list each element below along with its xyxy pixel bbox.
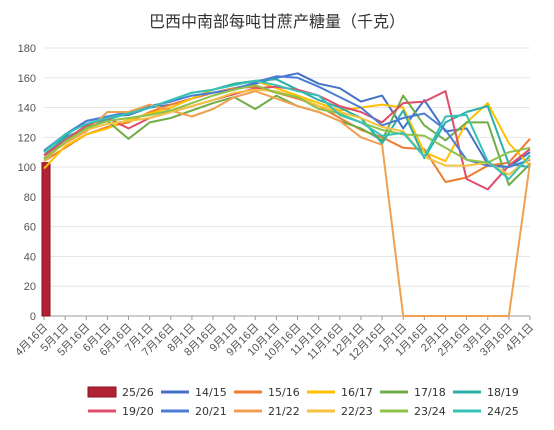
- y-tick-label: 0: [30, 311, 36, 323]
- y-tick-label: 180: [18, 43, 36, 55]
- legend-label: 19/20: [122, 405, 154, 418]
- legend-label: 16/17: [341, 386, 373, 399]
- legend-label: 21/22: [268, 405, 300, 418]
- y-tick-label: 80: [24, 192, 36, 204]
- y-tick-label: 120: [18, 132, 36, 144]
- series-line-17-18: [43, 94, 531, 186]
- series-line-21-22: [43, 90, 531, 317]
- legend-label: 17/18: [414, 386, 446, 399]
- legend-label: 25/26: [122, 386, 154, 399]
- y-tick-label: 100: [18, 162, 36, 174]
- series-line-24-25: [43, 79, 531, 180]
- legend-label: 24/25: [487, 405, 519, 418]
- y-tick-label: 60: [24, 222, 36, 234]
- legend-label: 15/16: [268, 386, 300, 399]
- chart-title: 巴西中南部每吨甘蔗产糖量（千克）: [148, 12, 405, 31]
- legend-label: 18/19: [487, 386, 519, 399]
- y-tick-label: 140: [18, 103, 36, 115]
- bar-25-26: [41, 162, 51, 317]
- legend-label: 20/21: [195, 405, 227, 418]
- legend-label: 23/24: [414, 405, 446, 418]
- y-tick-label: 160: [18, 73, 36, 85]
- legend-swatch: [87, 386, 117, 398]
- legend-label: 14/15: [195, 386, 227, 399]
- y-tick-label: 20: [24, 281, 36, 293]
- y-tick-label: 40: [24, 251, 36, 263]
- series-line-23-24: [43, 84, 531, 164]
- legend-label: 22/23: [341, 405, 373, 418]
